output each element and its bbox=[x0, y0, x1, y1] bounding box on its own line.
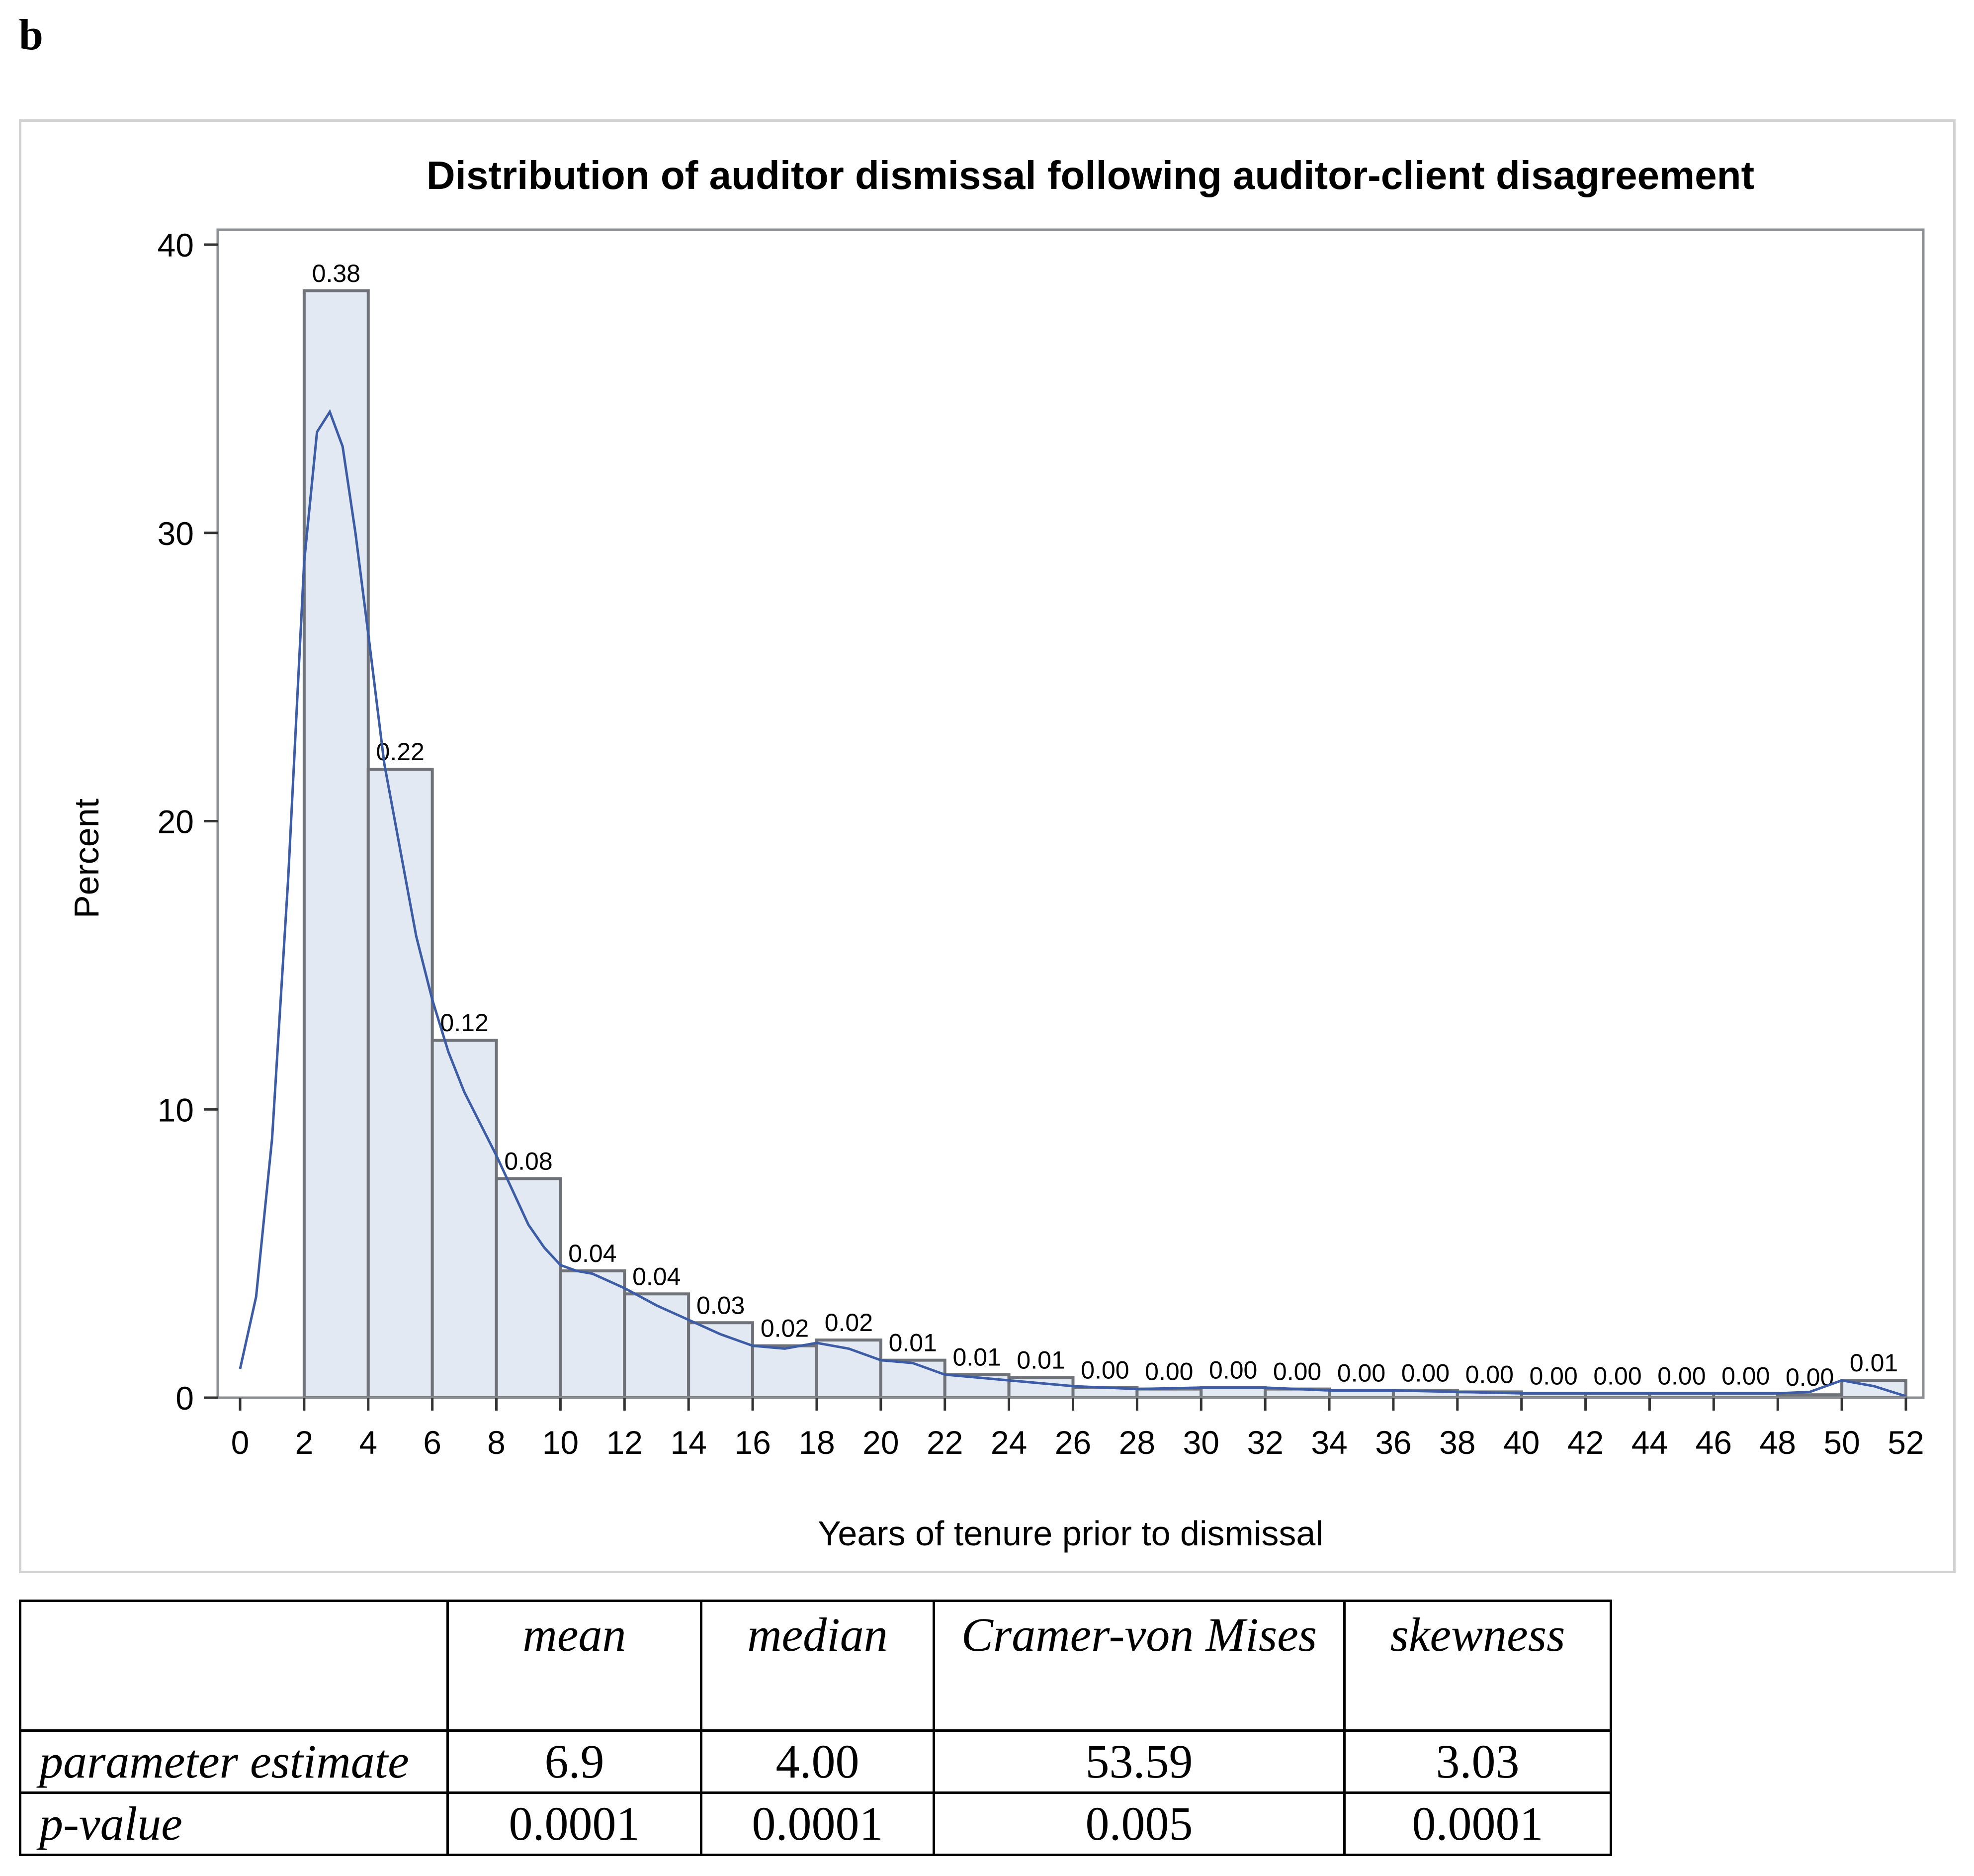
bar-value-label: 0.01 bbox=[1017, 1346, 1065, 1374]
x-tick-label: 52 bbox=[1888, 1424, 1924, 1461]
table-row: p-value 0.0001 0.0001 0.005 0.0001 bbox=[19, 1791, 1612, 1856]
x-tick-label: 34 bbox=[1311, 1424, 1347, 1461]
bar-value-label: 0.12 bbox=[440, 1009, 488, 1037]
table-row: parameter estimate 6.9 4.00 53.59 3.03 bbox=[19, 1729, 1612, 1794]
y-tick-label: 30 bbox=[158, 515, 194, 552]
table-cell: 3.03 bbox=[1343, 1729, 1612, 1794]
x-tick-label: 38 bbox=[1439, 1424, 1475, 1461]
bar-value-label: 0.01 bbox=[1850, 1349, 1898, 1377]
x-tick-label: 10 bbox=[542, 1424, 579, 1461]
bar-value-label: 0.08 bbox=[504, 1147, 552, 1175]
density-curve bbox=[239, 409, 1906, 1398]
bar-value-label: 0.02 bbox=[761, 1315, 809, 1342]
x-tick-label: 30 bbox=[1183, 1424, 1219, 1461]
x-tick-label: 44 bbox=[1631, 1424, 1668, 1461]
bar-value-label: 0.02 bbox=[825, 1309, 873, 1337]
bar-value-label: 0.00 bbox=[1273, 1358, 1321, 1386]
bar-value-label: 0.00 bbox=[1657, 1362, 1706, 1390]
bar-value-label: 0.03 bbox=[696, 1291, 745, 1319]
bar-value-label: 0.00 bbox=[1529, 1362, 1577, 1390]
x-tick-label: 24 bbox=[991, 1424, 1027, 1461]
x-tick-label: 2 bbox=[295, 1424, 314, 1461]
x-tick-label: 32 bbox=[1247, 1424, 1283, 1461]
x-tick-label: 42 bbox=[1567, 1424, 1604, 1461]
histogram-bar bbox=[366, 768, 434, 1399]
x-tick-label: 12 bbox=[606, 1424, 643, 1461]
bar-value-label: 0.38 bbox=[312, 260, 360, 287]
table-cell: 53.59 bbox=[933, 1729, 1346, 1794]
histogram-bar bbox=[879, 1358, 946, 1400]
x-tick-label: 26 bbox=[1055, 1424, 1091, 1461]
histogram-bar bbox=[1200, 1386, 1267, 1399]
bar-value-label: 0.00 bbox=[1145, 1358, 1193, 1386]
x-tick-label: 16 bbox=[734, 1424, 771, 1461]
bar-value-label: 0.00 bbox=[1465, 1360, 1514, 1388]
row-label-parameter-estimate: parameter estimate bbox=[19, 1729, 449, 1794]
table-cell: 0.005 bbox=[933, 1791, 1346, 1856]
x-tick-label: 18 bbox=[798, 1424, 835, 1461]
x-tick-label: 46 bbox=[1696, 1424, 1732, 1461]
chart-container: Distribution of auditor dismissal follow… bbox=[19, 119, 1956, 1573]
table-cell: 4.00 bbox=[700, 1729, 935, 1794]
bar-value-label: 0.00 bbox=[1081, 1356, 1129, 1384]
histogram-bar bbox=[623, 1292, 690, 1400]
x-tick-label: 14 bbox=[670, 1424, 706, 1461]
x-tick-label: 36 bbox=[1375, 1424, 1411, 1461]
histogram-bar bbox=[559, 1269, 626, 1399]
x-tick-label: 48 bbox=[1760, 1424, 1796, 1461]
x-tick-label: 40 bbox=[1503, 1424, 1540, 1461]
histogram-chart: Distribution of auditor dismissal follow… bbox=[67, 153, 1925, 1553]
panel-label: b bbox=[19, 11, 43, 59]
bar-value-label: 0.01 bbox=[953, 1343, 1001, 1371]
x-tick-label: 50 bbox=[1823, 1424, 1860, 1461]
table-header-row: mean median Cramer-von Mises skewness bbox=[19, 1600, 1612, 1732]
statistics-table: mean median Cramer-von Mises skewness pa… bbox=[19, 1600, 1612, 1856]
x-tick-label: 4 bbox=[359, 1424, 377, 1461]
y-tick-label: 0 bbox=[175, 1380, 194, 1417]
table-cell: 0.0001 bbox=[1343, 1791, 1612, 1856]
y-axis-label: Percent bbox=[67, 799, 106, 918]
table-cell: 0.0001 bbox=[700, 1791, 935, 1856]
row-label-p-value: p-value bbox=[19, 1791, 449, 1856]
histogram-bar bbox=[751, 1344, 818, 1400]
bar-value-label: 0.00 bbox=[1337, 1359, 1385, 1387]
histogram-bar bbox=[495, 1177, 562, 1399]
y-tick-label: 20 bbox=[158, 804, 194, 840]
x-tick-label: 20 bbox=[862, 1424, 899, 1461]
x-axis-label: Years of tenure prior to dismissal bbox=[818, 1514, 1323, 1553]
table-header-mean: mean bbox=[446, 1600, 702, 1732]
bar-value-label: 0.00 bbox=[1721, 1362, 1770, 1390]
bar-value-label: 0.04 bbox=[632, 1262, 681, 1290]
x-tick-label: 8 bbox=[487, 1424, 506, 1461]
y-tick-label: 10 bbox=[158, 1091, 194, 1128]
bar-value-label: 0.00 bbox=[1209, 1356, 1257, 1384]
x-tick-label: 6 bbox=[423, 1424, 441, 1461]
table-header-skewness: skewness bbox=[1343, 1600, 1612, 1732]
bar-value-label: 0.00 bbox=[1401, 1359, 1450, 1387]
bar-value-label: 0.00 bbox=[1786, 1363, 1834, 1391]
x-tick-label: 22 bbox=[927, 1424, 963, 1461]
table-header-median: median bbox=[700, 1600, 935, 1732]
histogram-bar bbox=[1135, 1387, 1203, 1399]
table-cell: 0.0001 bbox=[446, 1791, 702, 1856]
bar-value-label: 0.00 bbox=[1593, 1362, 1641, 1390]
table-header-empty bbox=[19, 1600, 449, 1732]
table-cell: 6.9 bbox=[446, 1729, 702, 1794]
bar-value-label: 0.01 bbox=[889, 1329, 937, 1357]
y-tick-label: 40 bbox=[158, 227, 194, 264]
x-tick-label: 0 bbox=[231, 1424, 250, 1461]
chart-title: Distribution of auditor dismissal follow… bbox=[427, 153, 1754, 197]
table-header-cramer-von-mises: Cramer-von Mises bbox=[933, 1600, 1346, 1732]
bar-value-label: 0.04 bbox=[568, 1240, 616, 1267]
x-tick-label: 28 bbox=[1119, 1424, 1155, 1461]
